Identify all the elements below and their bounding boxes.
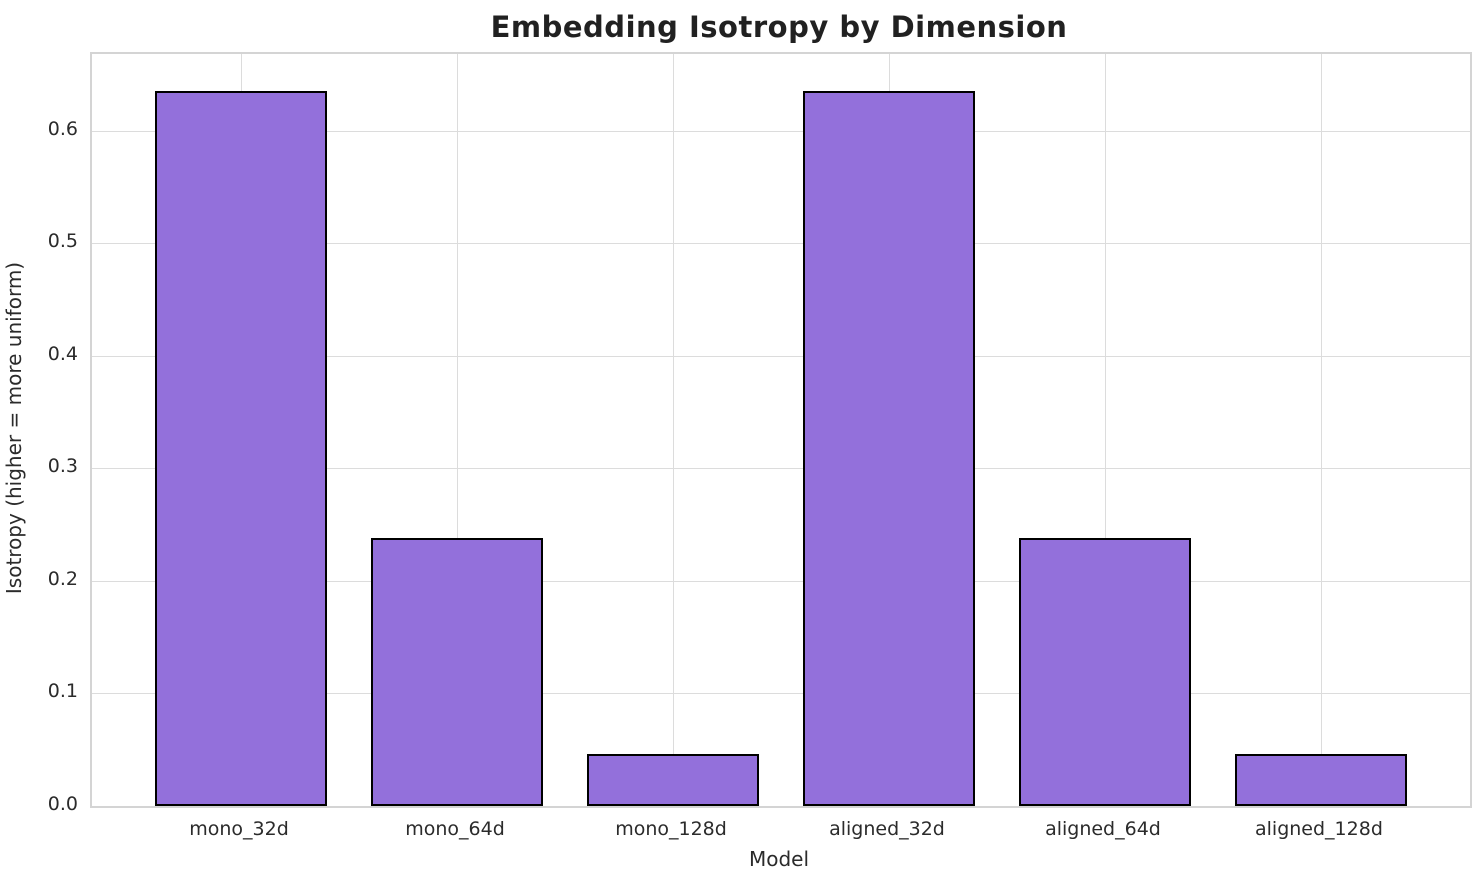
bar-aligned_128d xyxy=(1234,754,1408,806)
y-tick-label-0.6: 0.6 xyxy=(47,117,78,140)
y-tick-label-0.0: 0.0 xyxy=(47,793,78,815)
x-tick-label-aligned_64d: aligned_64d xyxy=(1045,818,1161,840)
v-gridline-mono_128d xyxy=(673,54,674,806)
bar-mono_32d xyxy=(154,91,328,806)
y-tick-label-0.4: 0.4 xyxy=(47,342,78,365)
bar-aligned_64d xyxy=(1018,538,1192,806)
y-tick-label-0.5: 0.5 xyxy=(47,230,78,253)
x-tick-label-mono_64d: mono_64d xyxy=(405,818,505,840)
x-tick-label-mono_32d: mono_32d xyxy=(189,818,289,840)
plot-area xyxy=(90,52,1472,808)
bar-mono_64d xyxy=(370,538,544,806)
x-tick-label-aligned_32d: aligned_32d xyxy=(829,818,945,840)
h-gridline-0.5 xyxy=(92,243,1470,245)
y-tick-label-0.2: 0.2 xyxy=(47,567,78,590)
h-gridline-0.2 xyxy=(92,580,1470,582)
v-gridline-aligned_128d xyxy=(1320,54,1322,806)
y-axis-label: Isotropy (higher = more uniform) xyxy=(2,261,26,595)
h-gridline-0.6 xyxy=(92,130,1470,132)
v-gridline-mono_64d xyxy=(457,54,459,806)
y-tick-label-0.3: 0.3 xyxy=(47,455,78,478)
h-gridline-0.3 xyxy=(92,468,1470,470)
h-gridline-0.1 xyxy=(92,693,1470,695)
bar-aligned_32d xyxy=(802,91,976,806)
v-gridline-aligned_64d xyxy=(1104,54,1106,806)
x-axis-label: Model xyxy=(748,847,810,871)
x-tick-label-mono_128d: mono_128d xyxy=(615,818,727,840)
x-tick-label-aligned_128d: aligned_128d xyxy=(1255,818,1383,840)
bar-mono_128d xyxy=(586,754,760,806)
h-gridline-0.4 xyxy=(92,355,1470,357)
y-tick-label-0.1: 0.1 xyxy=(47,680,78,703)
chart-title: Embedding Isotropy by Dimension xyxy=(490,10,1068,44)
